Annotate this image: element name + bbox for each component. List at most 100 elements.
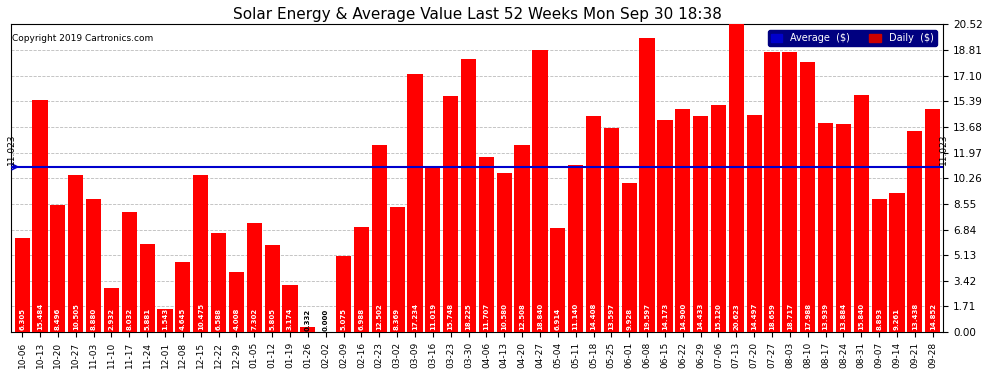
Bar xyxy=(515,145,530,332)
Bar xyxy=(15,238,30,332)
Bar xyxy=(889,193,905,332)
Bar xyxy=(389,207,405,332)
Legend: Average  ($), Daily  ($): Average ($), Daily ($) xyxy=(768,30,937,46)
Text: 6.588: 6.588 xyxy=(216,308,222,330)
Bar xyxy=(140,244,154,332)
Text: 6.988: 6.988 xyxy=(358,308,364,330)
Text: 8.880: 8.880 xyxy=(90,308,97,330)
Bar xyxy=(604,128,619,332)
Text: 18.717: 18.717 xyxy=(787,303,793,330)
Bar xyxy=(533,50,547,332)
Bar xyxy=(907,130,923,332)
Text: 15.840: 15.840 xyxy=(858,303,864,330)
Text: 14.408: 14.408 xyxy=(590,303,597,330)
Text: 6.305: 6.305 xyxy=(19,308,25,330)
Bar xyxy=(353,227,369,332)
Text: 11.140: 11.140 xyxy=(572,303,578,330)
Text: 13.438: 13.438 xyxy=(912,303,918,330)
Bar xyxy=(461,59,476,332)
Bar xyxy=(497,174,512,332)
Text: 10.505: 10.505 xyxy=(72,303,79,330)
Bar xyxy=(622,183,637,332)
Bar xyxy=(853,94,869,332)
Text: 0.332: 0.332 xyxy=(305,309,311,332)
Bar xyxy=(407,74,423,332)
Text: Copyright 2019 Cartronics.com: Copyright 2019 Cartronics.com xyxy=(12,34,153,43)
Bar xyxy=(50,205,65,332)
Text: 20.623: 20.623 xyxy=(734,303,740,330)
Title: Solar Energy & Average Value Last 52 Weeks Mon Sep 30 18:38: Solar Energy & Average Value Last 52 Wee… xyxy=(233,7,722,22)
Bar xyxy=(247,223,262,332)
Bar xyxy=(86,199,101,332)
Bar xyxy=(426,167,441,332)
Bar xyxy=(68,175,83,332)
Text: 1.543: 1.543 xyxy=(162,308,168,330)
Bar xyxy=(282,285,298,332)
Text: 8.893: 8.893 xyxy=(876,308,882,330)
Text: 7.302: 7.302 xyxy=(251,308,257,330)
Bar xyxy=(122,212,137,332)
Text: 2.932: 2.932 xyxy=(109,308,115,330)
Text: 13.939: 13.939 xyxy=(823,303,829,330)
Bar xyxy=(193,175,208,332)
Text: 14.852: 14.852 xyxy=(930,303,936,330)
Text: 13.597: 13.597 xyxy=(609,303,615,330)
Bar xyxy=(657,120,672,332)
Text: 8.369: 8.369 xyxy=(394,308,400,330)
Text: 15.484: 15.484 xyxy=(37,303,43,330)
Text: 4.645: 4.645 xyxy=(180,308,186,330)
Text: 11.023: 11.023 xyxy=(7,134,16,165)
Bar xyxy=(675,109,690,332)
Text: 3.174: 3.174 xyxy=(287,308,293,330)
Text: 10.580: 10.580 xyxy=(501,303,507,330)
Bar xyxy=(568,165,583,332)
Text: 14.173: 14.173 xyxy=(662,303,668,330)
Text: 5.881: 5.881 xyxy=(145,308,150,330)
Text: 11.023: 11.023 xyxy=(939,134,948,165)
Bar xyxy=(711,105,726,332)
Bar xyxy=(211,233,226,332)
Bar xyxy=(371,145,387,332)
Text: 5.075: 5.075 xyxy=(341,308,346,330)
Bar xyxy=(782,51,798,332)
Text: 18.659: 18.659 xyxy=(769,303,775,330)
Bar xyxy=(586,116,601,332)
Bar xyxy=(479,157,494,332)
Text: 17.988: 17.988 xyxy=(805,303,811,330)
Text: 4.008: 4.008 xyxy=(234,308,240,330)
Text: 5.805: 5.805 xyxy=(269,308,275,330)
Text: 15.748: 15.748 xyxy=(447,303,453,330)
Bar xyxy=(926,110,940,332)
Text: 19.597: 19.597 xyxy=(644,303,650,330)
Text: 9.928: 9.928 xyxy=(627,308,633,330)
Bar xyxy=(746,115,761,332)
Bar xyxy=(800,63,816,332)
Bar xyxy=(175,262,190,332)
Bar xyxy=(693,116,708,332)
Text: 9.261: 9.261 xyxy=(894,308,900,330)
Bar xyxy=(444,96,458,332)
Text: 11.707: 11.707 xyxy=(483,303,489,330)
Text: 11.019: 11.019 xyxy=(430,303,436,330)
Text: 18.225: 18.225 xyxy=(465,303,471,330)
Bar xyxy=(264,245,280,332)
Text: 12.502: 12.502 xyxy=(376,303,382,330)
Text: 14.900: 14.900 xyxy=(680,303,686,330)
Text: 14.497: 14.497 xyxy=(751,303,757,330)
Text: 8.032: 8.032 xyxy=(127,308,133,330)
Bar xyxy=(300,327,316,332)
Text: 17.234: 17.234 xyxy=(412,303,418,330)
Text: 0.000: 0.000 xyxy=(323,309,329,332)
Text: 13.884: 13.884 xyxy=(841,303,846,330)
Bar xyxy=(229,272,244,332)
Bar xyxy=(818,123,834,332)
Bar xyxy=(33,100,48,332)
Bar xyxy=(836,124,851,332)
Text: 18.840: 18.840 xyxy=(537,303,543,330)
Bar xyxy=(871,199,887,332)
Bar xyxy=(764,53,780,332)
Text: 6.914: 6.914 xyxy=(554,308,560,330)
Bar xyxy=(157,309,172,332)
Text: 15.120: 15.120 xyxy=(716,303,722,330)
Bar xyxy=(640,38,654,332)
